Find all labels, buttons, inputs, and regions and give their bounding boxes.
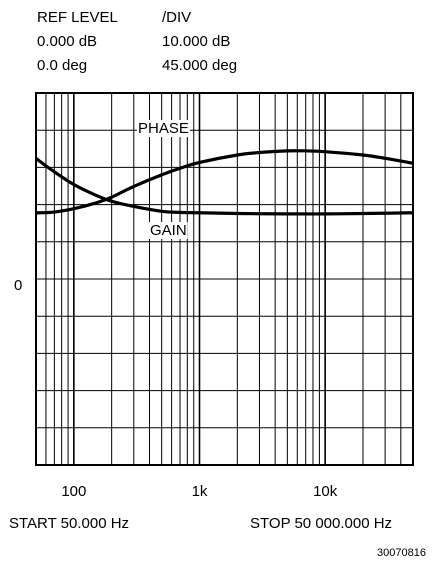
phase-per-div: 45.000 deg (162, 57, 238, 74)
y-zero-label: 0 (14, 277, 23, 294)
gain-ref-level: 0.000 dB (37, 33, 98, 50)
div-header: /DIV (162, 9, 192, 26)
start-frequency: START 50.000 Hz (9, 515, 130, 532)
gain-curve-label-background (149, 222, 188, 239)
figure-number: 30070816 (377, 547, 426, 559)
phase-curve-label-background (137, 120, 190, 137)
stop-frequency: STOP 50 000.000 Hz (250, 515, 393, 532)
plot-curves (35, 149, 414, 216)
phase-ref-level: 0.0 deg (37, 57, 88, 74)
gain-per-div: 10.000 dB (162, 33, 231, 50)
ref-level-header: REF LEVEL (37, 9, 118, 26)
plot-labels: PHASE GAIN (137, 120, 190, 239)
x-tick-label: 100 (61, 483, 87, 500)
phase-curve-label: PHASE (138, 120, 189, 137)
plot-frame (35, 92, 414, 466)
phase-curve (35, 149, 414, 215)
gain-curve-label: GAIN (150, 222, 187, 239)
x-tick-label: 1k (191, 483, 208, 500)
plot-grid (36, 93, 413, 465)
x-tick-label: 10k (313, 483, 338, 500)
gain-curve (35, 157, 414, 216)
